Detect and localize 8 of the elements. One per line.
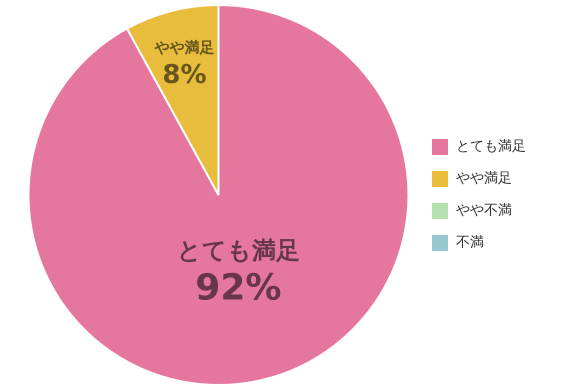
slice-label: とても満足 [176,236,300,265]
legend-label: やや満足 [456,170,512,187]
slice-label: やや満足 [153,38,214,56]
legend-label: やや不満 [456,202,512,219]
data-label: 92% [195,268,282,309]
legend-label: 不満 [456,234,484,251]
legend-label: とても満足 [456,138,526,155]
data-label: 8% [162,60,207,90]
